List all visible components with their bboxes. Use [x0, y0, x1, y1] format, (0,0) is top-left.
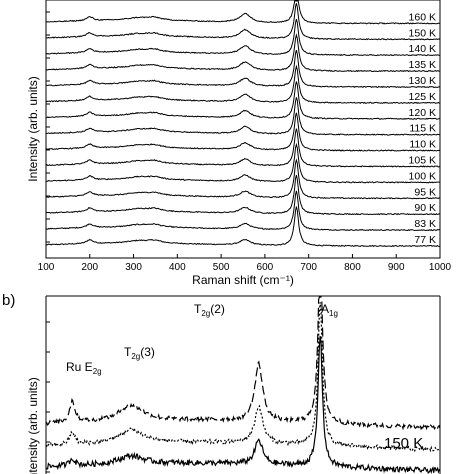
series-label: 150 K	[409, 27, 436, 39]
spectrum-curve	[45, 49, 441, 89]
spectrum-curve	[45, 64, 441, 104]
panel-b-label: b)	[2, 292, 15, 309]
series-label: 160 K	[409, 11, 436, 23]
panel-a-y-ticks	[46, 11, 50, 243]
panel-a-x-ticks: 100 200 300 400 500 600 700 800 900 1000	[38, 254, 452, 273]
panel-a-curves	[45, 0, 441, 248]
series-label: 105 K	[409, 155, 436, 167]
series-label: 115 K	[409, 123, 436, 135]
series-label: 95 K	[414, 186, 436, 198]
x-tick-label: 900	[388, 262, 405, 273]
spectrum-curve	[45, 0, 441, 25]
spectrum-curve	[45, 128, 441, 168]
panel-b-spectrum-curve	[45, 336, 441, 474]
panel-a-x-axis-label: Raman shift (cm⁻¹)	[192, 273, 294, 287]
series-label: 125 K	[409, 91, 436, 103]
series-label: 135 K	[409, 59, 436, 71]
x-tick-label: 600	[257, 262, 274, 273]
spectrum-curve	[46, 81, 440, 120]
spectrum-curve	[45, 190, 440, 232]
spectrum-curve	[45, 158, 440, 200]
spectrum-curve	[45, 174, 441, 216]
annotation-ru-e2g: Ru E2g	[66, 360, 102, 376]
spectrum-curve	[45, 142, 440, 184]
annotation-a1g: A1g	[321, 302, 338, 318]
series-label: 83 K	[414, 218, 436, 230]
panel-b-chart: b) Intensity (arb. units) Ru E2g T2g(3) …	[2, 292, 441, 474]
series-label: 120 K	[409, 107, 436, 119]
panel-a-chart: 77 K 83 K 90 K 95 K 100 K 105 K 110 K 115 K 120 …	[26, 0, 452, 287]
panel-b-y-axis-label: Intensity (arb. units)	[26, 377, 40, 474]
series-label: 140 K	[409, 43, 436, 55]
x-tick-label: 700	[300, 262, 317, 273]
x-tick-label: 100	[38, 262, 55, 273]
spectrum-curve	[45, 3, 441, 41]
series-label: 90 K	[414, 202, 436, 214]
x-tick-label: 300	[125, 262, 142, 273]
panel-a-series-labels: 77 K 83 K 90 K 95 K 100 K 105 K 110 K 115 K 120 …	[409, 11, 436, 246]
panel-b-spectrum-curve	[45, 296, 441, 432]
series-label: 100 K	[409, 170, 436, 182]
x-tick-label: 500	[213, 262, 230, 273]
spectrum-curve	[45, 206, 441, 248]
panel-a-y-axis-label: Intensity (arb. units)	[26, 76, 40, 181]
spectrum-curve	[46, 97, 441, 136]
spectrum-curve	[45, 33, 440, 73]
x-tick-label: 400	[169, 262, 186, 273]
spectrum-curve	[45, 18, 441, 57]
x-tick-label: 1000	[429, 262, 452, 273]
series-label: 130 K	[409, 75, 436, 87]
series-label: 110 K	[409, 139, 436, 151]
x-tick-label: 800	[344, 262, 361, 273]
spectrum-curve	[45, 112, 441, 152]
panel-b-curves	[45, 296, 441, 474]
series-label: 77 K	[414, 234, 436, 246]
annotation-t2g2: T2g(2)	[194, 302, 225, 318]
temperature-label: 150 K	[384, 435, 423, 452]
panel-b-spectrum-curve	[45, 302, 441, 453]
panel-b-y-ticks	[46, 321, 50, 473]
panel-a-frame	[45, 0, 441, 259]
x-tick-label: 200	[81, 262, 98, 273]
annotation-t2g3: T2g(3)	[124, 345, 155, 361]
